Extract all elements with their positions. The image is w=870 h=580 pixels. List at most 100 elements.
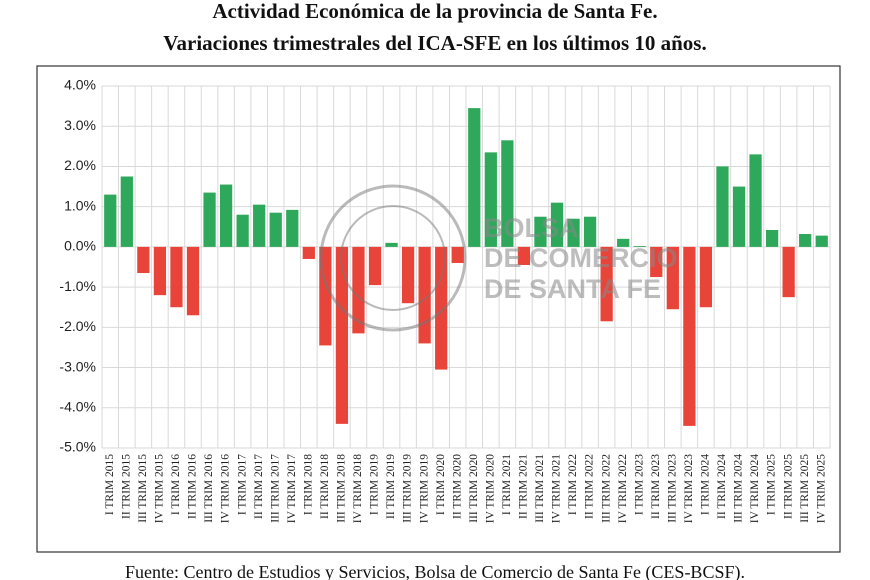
x-tick-label: III TRIM 2016 — [203, 454, 215, 523]
bar — [517, 246, 531, 265]
x-tick-label: II TRIM 2019 — [385, 454, 397, 519]
y-tick-label: -4.0% — [59, 398, 96, 414]
x-tick-label: I TRIM 2016 — [170, 454, 182, 515]
x-tick-label: IV TRIM 2015 — [154, 454, 166, 523]
bar — [186, 246, 200, 316]
x-tick-label: I TRIM 2020 — [435, 454, 447, 515]
x-tick-label: IV TRIM 2016 — [220, 454, 232, 523]
bar — [352, 246, 365, 334]
watermark-seal — [319, 184, 467, 332]
bar — [666, 246, 679, 310]
x-tick-label: II TRIM 2022 — [584, 454, 596, 519]
bar — [583, 216, 597, 247]
chart-frame — [36, 65, 841, 553]
bar — [120, 176, 133, 247]
bar — [153, 246, 167, 296]
bar — [501, 140, 514, 247]
x-tick-label: IV TRIM 2018 — [352, 454, 364, 523]
x-tick-label: III TRIM 2019 — [402, 454, 414, 523]
x-tick-label: III TRIM 2017 — [269, 454, 281, 523]
bar — [617, 238, 630, 247]
y-tick-label: -2.0% — [59, 318, 96, 334]
bar — [732, 186, 746, 247]
x-tick-label: II TRIM 2020 — [451, 454, 463, 519]
x-tick-label: I TRIM 2023 — [633, 454, 645, 515]
x-tick-label: IV TRIM 2017 — [286, 454, 298, 523]
chart-subtitle: Variaciones trimestrales del ICA-SFE en … — [163, 31, 706, 55]
bar — [253, 204, 266, 247]
x-tick-label: IV TRIM 2024 — [749, 454, 761, 523]
bar — [335, 246, 349, 424]
bar — [368, 246, 382, 286]
y-tick-label: 4.0% — [64, 77, 96, 93]
y-tick-label: 0.0% — [64, 238, 96, 254]
bar — [550, 202, 564, 247]
bar — [650, 246, 663, 278]
bar — [451, 246, 464, 263]
x-tick-label: II TRIM 2017 — [253, 454, 265, 519]
x-tick-label: IV TRIM 2019 — [418, 454, 430, 523]
bar — [418, 246, 431, 344]
x-tick-label: II TRIM 2015 — [120, 454, 132, 519]
x-tick-label: I TRIM 2018 — [302, 454, 314, 515]
bar — [170, 246, 183, 308]
bar — [385, 242, 398, 247]
x-tick-label: II TRIM 2023 — [650, 454, 662, 519]
x-tick-label: II TRIM 2018 — [319, 454, 331, 519]
watermark-text: BOLSA — [484, 213, 579, 243]
watermark-text: DE SANTA FE — [484, 274, 661, 304]
bar — [401, 246, 415, 304]
bar — [815, 235, 828, 247]
bar — [633, 246, 646, 247]
bar — [716, 166, 729, 247]
x-tick-label: III TRIM 2025 — [799, 454, 811, 523]
bar — [137, 246, 150, 274]
bar — [765, 229, 779, 247]
watermark-text: DE COMERCIO — [484, 243, 678, 273]
x-tick-label: IV TRIM 2022 — [617, 454, 629, 523]
source-note: Fuente: Centro de Estudios y Servicios, … — [125, 562, 745, 580]
bars — [104, 108, 828, 426]
x-tick-label: III TRIM 2023 — [666, 454, 678, 523]
x-tick-label: III TRIM 2018 — [336, 454, 348, 523]
x-tick-label: I TRIM 2022 — [567, 454, 579, 515]
bar — [567, 218, 580, 247]
y-tick-label: -3.0% — [59, 358, 96, 374]
grid: -5.0% -4.0% -3.0% -2.0% -1.0% 0.0% 1.0% 2.0% 3.0… — [59, 77, 831, 523]
x-tick-label: I TRIM 2019 — [369, 454, 381, 515]
bar — [203, 192, 216, 247]
x-tick-label: I TRIM 2024 — [700, 454, 712, 515]
bar — [236, 214, 249, 247]
x-tick-label: II TRIM 2021 — [518, 454, 530, 519]
x-tick-label: III TRIM 2015 — [137, 454, 149, 523]
x-tick-label: IV TRIM 2025 — [815, 454, 827, 523]
bar — [782, 246, 795, 298]
y-tick-label: 3.0% — [64, 117, 96, 133]
x-tick-label: I TRIM 2025 — [766, 454, 778, 515]
bar — [484, 152, 497, 247]
y-tick-label: 2.0% — [64, 157, 96, 173]
bar — [683, 246, 696, 426]
bar — [219, 184, 233, 247]
y-tick-label: -1.0% — [59, 278, 96, 294]
x-tick-label: I TRIM 2021 — [501, 454, 513, 515]
bar — [534, 216, 547, 247]
bar — [799, 234, 812, 247]
x-tick-label: III TRIM 2020 — [468, 454, 480, 523]
x-tick-label: I TRIM 2017 — [236, 454, 248, 515]
x-tick-label: IV TRIM 2021 — [551, 454, 563, 523]
x-tick-label: III TRIM 2021 — [534, 454, 546, 523]
x-tick-label: III TRIM 2022 — [600, 454, 612, 523]
chart-title: Actividad Económica de la provincia de S… — [212, 0, 657, 23]
bar — [699, 246, 713, 308]
x-tick-label: III TRIM 2024 — [733, 454, 745, 523]
bar — [286, 209, 299, 247]
bar — [269, 212, 282, 247]
bar — [104, 194, 117, 247]
x-tick-label: II TRIM 2024 — [716, 454, 728, 519]
y-tick-label: 1.0% — [64, 197, 96, 213]
x-tick-label: II TRIM 2016 — [187, 454, 199, 519]
x-tick-label: I TRIM 2015 — [104, 454, 116, 515]
